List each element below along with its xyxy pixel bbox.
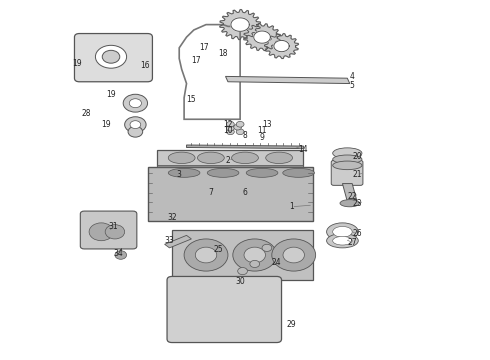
Polygon shape: [187, 145, 303, 149]
Text: 9: 9: [260, 132, 265, 141]
Circle shape: [236, 121, 244, 127]
Text: 18: 18: [219, 49, 228, 58]
Ellipse shape: [232, 152, 258, 163]
Circle shape: [226, 129, 234, 135]
FancyBboxPatch shape: [331, 160, 363, 185]
Text: 7: 7: [208, 188, 213, 197]
Circle shape: [184, 239, 228, 271]
Polygon shape: [172, 230, 313, 280]
Circle shape: [115, 251, 126, 259]
Circle shape: [238, 267, 247, 275]
Text: 5: 5: [350, 81, 355, 90]
FancyBboxPatch shape: [74, 33, 152, 82]
Text: 4: 4: [350, 72, 355, 81]
Text: 1: 1: [289, 202, 294, 211]
Text: 20: 20: [352, 152, 362, 161]
Polygon shape: [157, 150, 303, 166]
Polygon shape: [225, 76, 350, 84]
Circle shape: [196, 247, 217, 263]
Circle shape: [105, 225, 124, 239]
Circle shape: [272, 239, 316, 271]
Text: 12: 12: [223, 120, 233, 129]
Text: 14: 14: [298, 145, 308, 154]
Text: 10: 10: [223, 126, 233, 135]
Ellipse shape: [168, 168, 200, 177]
Text: 8: 8: [243, 131, 247, 140]
Polygon shape: [265, 33, 298, 59]
Ellipse shape: [266, 152, 293, 163]
Text: 30: 30: [235, 277, 245, 286]
Ellipse shape: [333, 161, 362, 170]
Text: 6: 6: [243, 188, 247, 197]
Polygon shape: [220, 10, 261, 40]
Text: 16: 16: [140, 61, 150, 70]
Text: 22: 22: [347, 192, 357, 201]
Text: 31: 31: [109, 222, 118, 231]
Ellipse shape: [246, 168, 278, 177]
Text: 34: 34: [114, 249, 123, 258]
Circle shape: [226, 125, 234, 131]
Circle shape: [233, 239, 277, 271]
Circle shape: [96, 45, 126, 68]
Circle shape: [129, 99, 142, 108]
Text: 25: 25: [213, 245, 223, 254]
Text: 17: 17: [199, 43, 208, 52]
Text: 15: 15: [187, 95, 196, 104]
Text: 28: 28: [82, 109, 92, 118]
Ellipse shape: [197, 152, 224, 163]
Ellipse shape: [168, 152, 195, 163]
Ellipse shape: [327, 234, 358, 248]
Circle shape: [89, 223, 114, 241]
Text: 13: 13: [262, 120, 272, 129]
Circle shape: [250, 260, 260, 267]
Text: 3: 3: [177, 170, 182, 179]
Circle shape: [226, 121, 234, 127]
Text: 29: 29: [287, 320, 296, 329]
Text: 24: 24: [272, 258, 281, 267]
Circle shape: [244, 247, 266, 263]
Text: 33: 33: [165, 236, 174, 245]
Text: 21: 21: [352, 170, 362, 179]
Circle shape: [236, 129, 244, 135]
FancyBboxPatch shape: [167, 276, 282, 342]
Text: 2: 2: [225, 156, 230, 165]
Circle shape: [124, 117, 146, 132]
Text: 11: 11: [257, 126, 267, 135]
Polygon shape: [254, 31, 270, 43]
Text: 23: 23: [352, 199, 362, 208]
Polygon shape: [343, 184, 357, 202]
Polygon shape: [147, 167, 313, 221]
Circle shape: [234, 124, 242, 130]
Text: 32: 32: [167, 213, 177, 222]
Polygon shape: [157, 165, 303, 167]
Polygon shape: [244, 24, 280, 51]
Ellipse shape: [333, 226, 352, 237]
Text: 27: 27: [347, 238, 357, 247]
Ellipse shape: [340, 200, 360, 207]
Text: 17: 17: [192, 56, 201, 65]
Ellipse shape: [283, 168, 315, 177]
Ellipse shape: [333, 148, 362, 158]
Ellipse shape: [333, 155, 362, 163]
FancyBboxPatch shape: [80, 211, 137, 249]
Ellipse shape: [327, 223, 358, 241]
Polygon shape: [231, 18, 249, 31]
Text: 26: 26: [352, 229, 362, 238]
Ellipse shape: [207, 168, 239, 177]
Circle shape: [123, 94, 147, 112]
Ellipse shape: [333, 237, 352, 245]
Circle shape: [130, 121, 141, 129]
Circle shape: [262, 244, 272, 251]
Text: 19: 19: [106, 90, 116, 99]
Polygon shape: [274, 40, 289, 52]
Text: 19: 19: [101, 120, 111, 129]
Text: 19: 19: [72, 59, 82, 68]
Circle shape: [283, 247, 304, 263]
Polygon shape: [165, 235, 192, 248]
Circle shape: [128, 126, 143, 137]
Circle shape: [102, 50, 120, 63]
